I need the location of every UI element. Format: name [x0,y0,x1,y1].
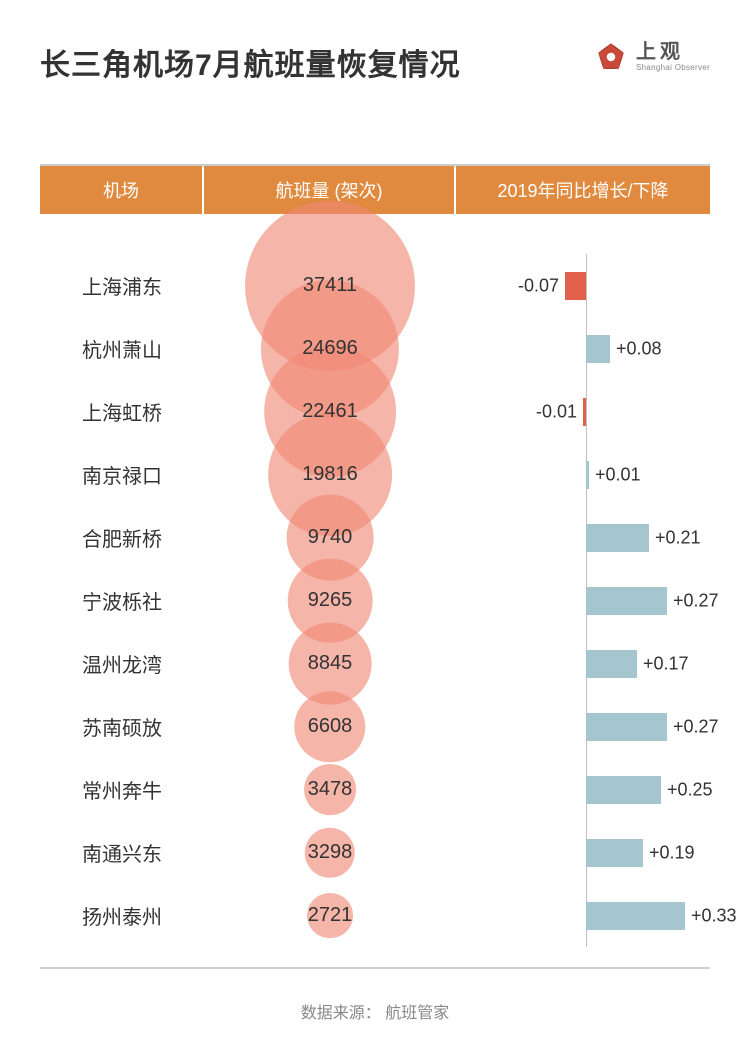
source-label: 数据来源： [301,1005,381,1022]
airport-name: 杭州萧山 [40,334,204,363]
change-label: -0.01 [536,401,577,422]
change-label: +0.19 [649,842,695,863]
change-label: +0.08 [616,338,662,359]
flights-value: 9265 [308,589,353,611]
change-bar [586,524,649,552]
flights-cell: 22461 [204,400,456,423]
col-header-flights: 航班量 (架次) [204,166,456,214]
page-title: 长三角机场7月航班量恢复情况 [40,40,461,84]
change-label: +0.01 [595,464,641,485]
airport-name: 常州奔牛 [40,775,204,804]
flights-cell: 9265 [204,589,456,612]
flights-value: 37411 [303,274,357,296]
change-bar [583,398,586,426]
flights-value: 24696 [302,337,358,359]
airport-name: 扬州泰州 [40,901,204,930]
flights-cell: 24696 [204,337,456,360]
flights-value: 9740 [308,526,353,548]
change-label: +0.21 [655,527,701,548]
change-bar [586,650,637,678]
change-cell: +0.21 [456,506,710,569]
change-bar [586,461,589,489]
table-row: 上海虹桥 22461 -0.01 [40,380,710,443]
change-cell: +0.01 [456,443,710,506]
flights-value: 8845 [308,652,353,674]
table-row: 宁波栎社 9265 +0.27 [40,569,710,632]
table-row: 苏南硕放 6608 +0.27 [40,695,710,758]
airport-name: 苏南硕放 [40,712,204,741]
table-row: 杭州萧山 24696 +0.08 [40,317,710,380]
flights-cell: 3478 [204,778,456,801]
flights-cell: 6608 [204,715,456,738]
airport-name: 上海虹桥 [40,397,204,426]
change-bar [586,587,667,615]
change-bar [565,272,586,300]
table-row: 南京禄口 19816 +0.01 [40,443,710,506]
change-bar [586,839,643,867]
table: 机场 航班量 (架次) 2019年同比增长/下降 上海浦东 37411 -0.07 杭… [40,164,710,969]
airport-name: 温州龙湾 [40,649,204,678]
change-cell: -0.07 [456,254,710,317]
flights-value: 6608 [308,715,353,737]
logo: 上观 Shanghai Observer [594,40,710,74]
change-bar [586,776,661,804]
logo-text-en: Shanghai Observer [636,64,710,72]
flights-value: 3298 [308,841,353,863]
change-label: +0.27 [673,716,719,737]
flights-value: 22461 [302,400,358,422]
col-header-airport: 机场 [40,166,204,214]
change-cell: +0.33 [456,884,710,947]
change-label: +0.33 [691,905,737,926]
flights-cell: 19816 [204,463,456,486]
change-cell: +0.27 [456,695,710,758]
change-cell: +0.17 [456,632,710,695]
change-cell: -0.01 [456,380,710,443]
change-cell: +0.08 [456,317,710,380]
change-label: +0.17 [643,653,689,674]
table-row: 合肥新桥 9740 +0.21 [40,506,710,569]
table-row: 常州奔牛 3478 +0.25 [40,758,710,821]
table-header: 机场 航班量 (架次) 2019年同比增长/下降 [40,166,710,214]
airport-name: 南京禄口 [40,460,204,489]
flights-value: 19816 [302,463,358,485]
flights-cell: 8845 [204,652,456,675]
source-value: 航班管家 [385,1005,449,1022]
logo-icon [594,40,628,74]
table-row: 扬州泰州 2721 +0.33 [40,884,710,947]
data-source: 数据来源： 航班管家 [0,999,750,1023]
change-bar [586,335,610,363]
change-label: +0.27 [673,590,719,611]
flights-cell: 37411 [204,274,456,297]
logo-text-cn: 上观 [636,42,710,62]
airport-name: 南通兴东 [40,838,204,867]
table-body: 上海浦东 37411 -0.07 杭州萧山 24696 +0.08 上海虹桥 22461 -0.… [40,214,710,969]
table-row: 南通兴东 3298 +0.19 [40,821,710,884]
table-row: 上海浦东 37411 -0.07 [40,254,710,317]
change-bar [586,713,667,741]
col-header-change: 2019年同比增长/下降 [456,166,710,214]
airport-name: 上海浦东 [40,271,204,300]
change-label: +0.25 [667,779,713,800]
change-cell: +0.19 [456,821,710,884]
table-row: 温州龙湾 8845 +0.17 [40,632,710,695]
change-cell: +0.27 [456,569,710,632]
flights-value: 2721 [308,904,353,926]
change-cell: +0.25 [456,758,710,821]
flights-cell: 9740 [204,526,456,549]
change-label: -0.07 [518,275,559,296]
airport-name: 合肥新桥 [40,523,204,552]
flights-value: 3478 [308,778,353,800]
airport-name: 宁波栎社 [40,586,204,615]
flights-cell: 2721 [204,904,456,927]
change-bar [586,902,685,930]
flights-cell: 3298 [204,841,456,864]
